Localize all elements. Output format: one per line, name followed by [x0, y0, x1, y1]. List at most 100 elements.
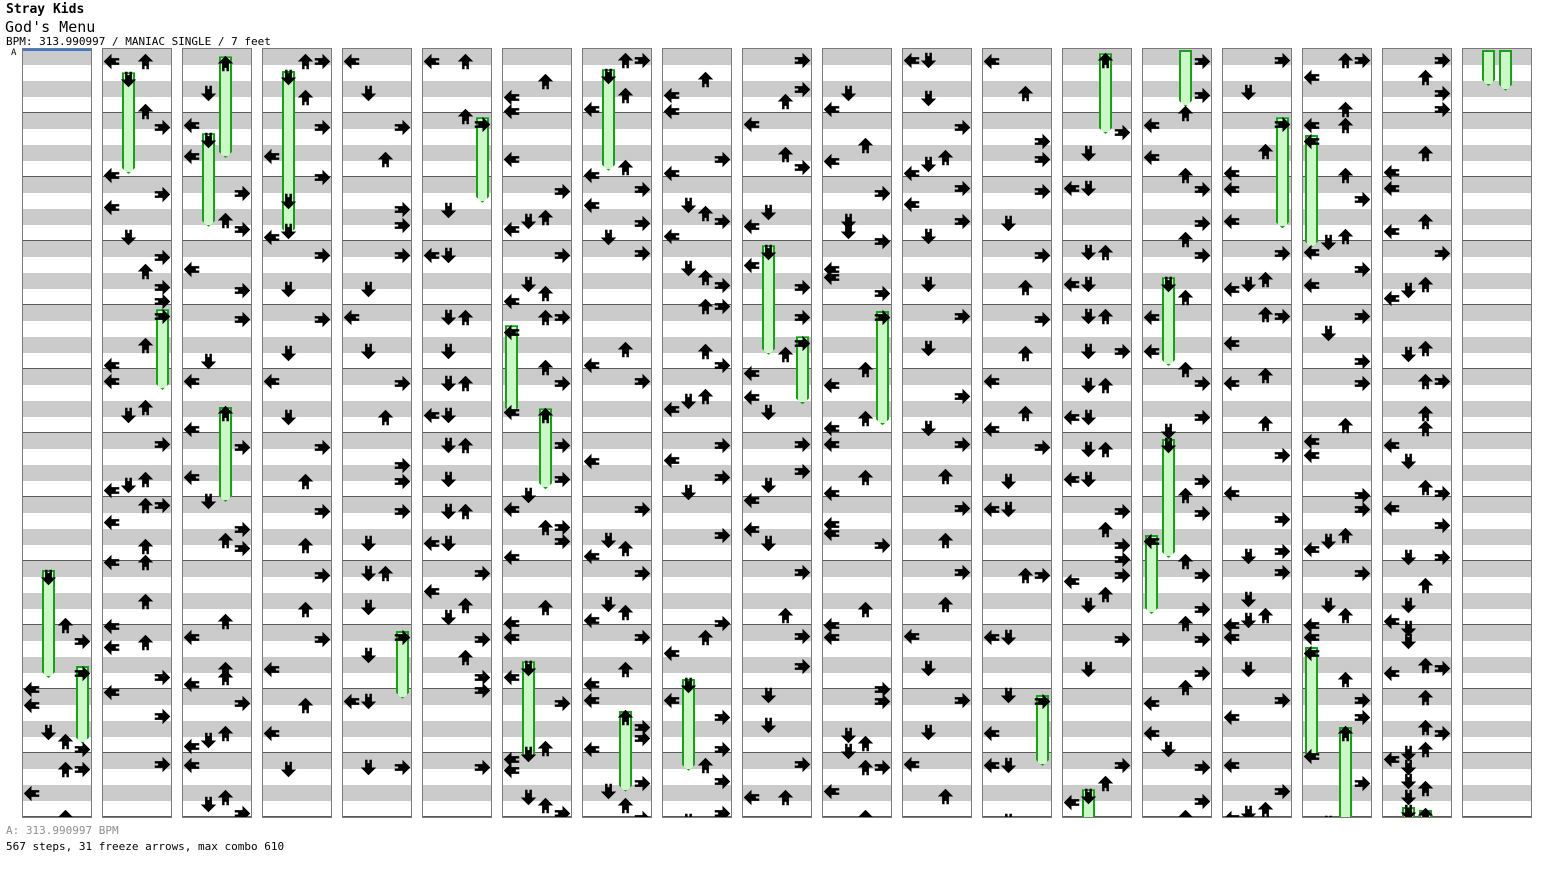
note-arrow-down-icon: [1000, 757, 1017, 774]
note-arrow-left-icon: [503, 549, 520, 566]
note-arrow-up-icon: [137, 593, 154, 610]
note-arrow-left-icon: [663, 103, 680, 120]
note-arrow-right-icon: [1434, 549, 1451, 566]
note-arrow-down-icon: [200, 353, 217, 370]
note-arrow-right-icon: [1114, 757, 1131, 774]
note-arrow-down-icon: [40, 569, 57, 586]
note-arrow-right-icon: [1114, 551, 1131, 568]
note-arrow-right-icon: [234, 282, 251, 299]
note-arrow-left-icon: [1303, 117, 1320, 134]
note-arrow-down-icon: [1000, 629, 1017, 646]
note-arrow-left-icon: [423, 247, 440, 264]
note-arrow-left-icon: [103, 482, 120, 499]
note-arrow-right-icon: [394, 247, 411, 264]
note-arrow-down-icon: [840, 223, 857, 240]
note-arrow-down-icon: [200, 796, 217, 813]
note-arrow-up-icon: [937, 532, 954, 549]
note-arrow-right-icon: [1434, 85, 1451, 102]
note-arrow-right-icon: [1194, 567, 1211, 584]
note-arrow-right-icon: [1034, 133, 1051, 150]
note-arrow-down-icon: [1080, 441, 1097, 458]
note-arrow-up-icon: [137, 554, 154, 571]
note-arrow-left-icon: [983, 629, 1000, 646]
note-arrow-down-icon: [680, 484, 697, 501]
note-arrow-left-icon: [503, 501, 520, 518]
note-arrow-down-icon: [1320, 234, 1337, 251]
note-arrow-right-icon: [714, 527, 731, 544]
note-arrow-left-icon: [743, 257, 760, 274]
note-arrow-left-icon: [1143, 725, 1160, 742]
note-arrow-left-icon: [103, 199, 120, 216]
note-arrow-left-icon: [583, 197, 600, 214]
note-arrow-left-icon: [103, 684, 120, 701]
note-arrow-down-icon: [1080, 377, 1097, 394]
note-arrow-left-icon: [103, 373, 120, 390]
note-arrow-down-icon: [600, 532, 617, 549]
note-arrow-up-icon: [1177, 487, 1194, 504]
note-arrow-right-icon: [1274, 245, 1291, 262]
note-arrow-right-icon: [474, 565, 491, 582]
note-arrow-down-icon: [360, 565, 377, 582]
note-arrow-left-icon: [903, 165, 920, 182]
note-arrow-right-icon: [394, 119, 411, 136]
note-arrow-left-icon: [743, 389, 760, 406]
note-arrow-down-icon: [1000, 813, 1017, 818]
note-arrow-left-icon: [1383, 437, 1400, 454]
note-arrow-right-icon: [554, 805, 571, 818]
note-arrow-left-icon: [263, 229, 280, 246]
note-arrow-right-icon: [794, 436, 811, 453]
note-arrow-up-icon: [137, 538, 154, 555]
note-arrow-right-icon: [1194, 247, 1211, 264]
note-arrow-left-icon: [1303, 541, 1320, 558]
note-arrow-right-icon: [234, 805, 251, 818]
note-arrow-right-icon: [794, 335, 811, 352]
note-arrow-down-icon: [440, 407, 457, 424]
note-arrow-left-icon: [663, 87, 680, 104]
note-arrow-up-icon: [697, 298, 714, 315]
note-arrow-right-icon: [1354, 709, 1371, 726]
note-arrow-right-icon: [314, 119, 331, 136]
note-arrow-right-icon: [1354, 191, 1371, 208]
note-arrow-right-icon: [954, 692, 971, 709]
note-arrow-up-icon: [617, 341, 634, 358]
note-arrow-right-icon: [1434, 245, 1451, 262]
note-arrow-right-icon: [1434, 52, 1451, 69]
note-arrow-right-icon: [714, 741, 731, 758]
note-arrow-right-icon: [554, 247, 571, 264]
note-arrow-right-icon: [714, 805, 731, 818]
note-arrow-right-icon: [1354, 501, 1371, 518]
note-arrow-up-icon: [537, 73, 554, 90]
note-arrow-down-icon: [1080, 308, 1097, 325]
note-arrow-up-icon: [1017, 345, 1034, 362]
note-arrow-down-icon: [1320, 597, 1337, 614]
note-arrow-down-icon: [1160, 276, 1177, 293]
note-arrow-left-icon: [423, 407, 440, 424]
note-arrow-up-icon: [1337, 607, 1354, 624]
note-arrow-down-icon: [280, 345, 297, 362]
note-arrow-down-icon: [1160, 423, 1177, 440]
note-arrow-right-icon: [1434, 517, 1451, 534]
note-arrow-down-icon: [600, 68, 617, 85]
note-arrow-up-icon: [1337, 527, 1354, 544]
note-arrow-up-icon: [1417, 719, 1434, 736]
note-arrow-up-icon: [697, 205, 714, 222]
note-arrow-down-icon: [1000, 687, 1017, 704]
note-arrow-down-icon: [920, 724, 937, 741]
note-arrow-down-icon: [1400, 773, 1417, 790]
note-arrow-left-icon: [1303, 277, 1320, 294]
note-arrow-up-icon: [697, 343, 714, 360]
note-arrow-right-icon: [1194, 793, 1211, 810]
note-arrow-right-icon: [954, 180, 971, 197]
freeze-arrow-down: [282, 71, 295, 235]
note-arrow-right-icon: [474, 682, 491, 699]
note-arrow-right-icon: [234, 521, 251, 538]
note-arrow-down-icon: [440, 503, 457, 520]
note-arrow-right-icon: [874, 309, 891, 326]
note-arrow-up-icon: [1417, 69, 1434, 86]
freeze-arrow-down: [1162, 277, 1175, 366]
note-arrow-up-icon: [1017, 85, 1034, 102]
chart-column-3: [182, 48, 252, 818]
note-arrow-left-icon: [1223, 629, 1240, 646]
note-arrow-left-icon: [983, 725, 1000, 742]
note-arrow-up-icon: [697, 269, 714, 286]
